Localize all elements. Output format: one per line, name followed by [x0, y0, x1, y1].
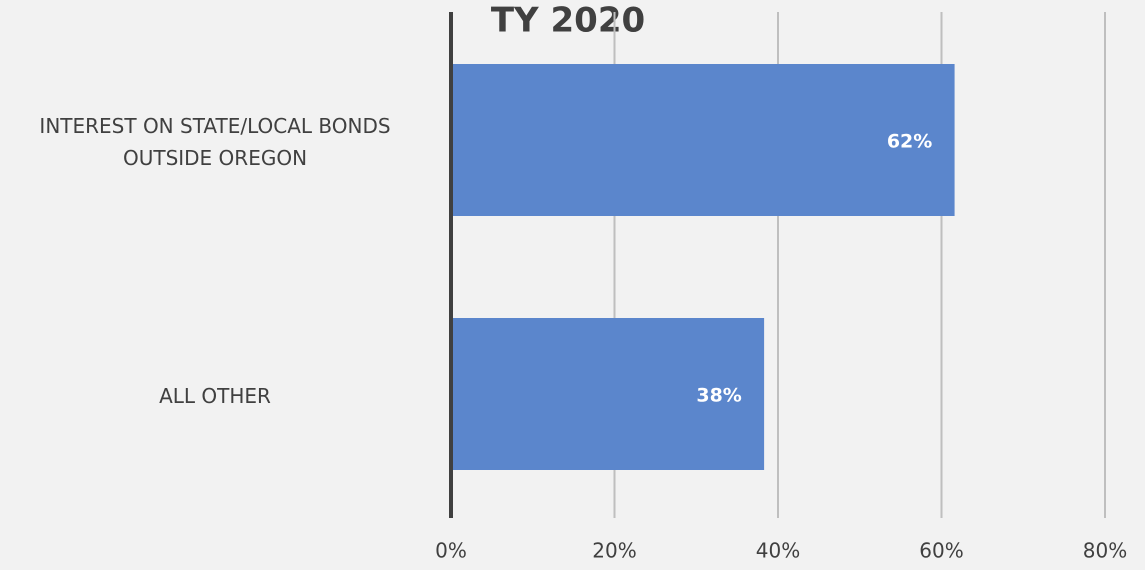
- x-tick-label: 40%: [756, 539, 800, 563]
- x-tick-label: 80%: [1083, 539, 1127, 563]
- x-tick-label: 60%: [919, 539, 963, 563]
- bar: [451, 318, 765, 470]
- value-label: 38%: [696, 385, 741, 407]
- category-label: ALL OTHER: [159, 384, 271, 408]
- category-label: INTEREST ON STATE/LOCAL BONDS OUTSIDE OR…: [39, 114, 391, 170]
- chart-title: TY 2020: [491, 1, 645, 41]
- x-tick-label: 0%: [435, 539, 467, 563]
- value-label: 62%: [887, 131, 932, 153]
- bar: [451, 64, 955, 216]
- x-tick-label: 20%: [592, 539, 636, 563]
